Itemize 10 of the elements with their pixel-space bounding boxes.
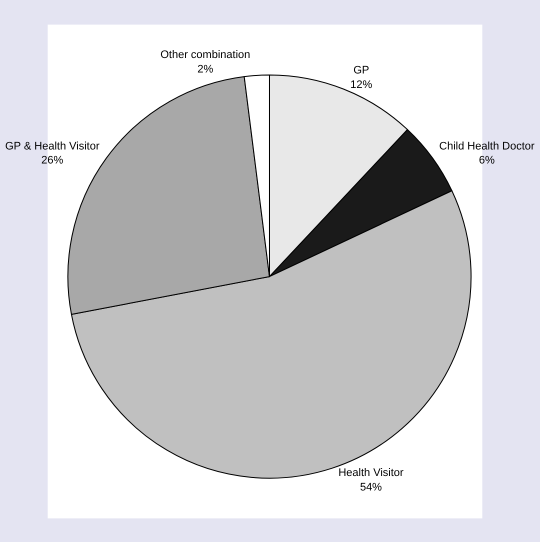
slice-label: GP [353, 64, 370, 77]
data-label: 12% [350, 78, 373, 91]
data-label: 26% [41, 154, 64, 167]
slice-label: Health Visitor [338, 467, 404, 480]
slice-label: Child Health Doctor [439, 140, 535, 152]
data-label: 54% [360, 481, 382, 494]
slice-label: GP & Health Visitor [5, 140, 100, 152]
slice-label: Other combination [160, 49, 250, 62]
data-label: 2% [197, 63, 214, 76]
data-label: 6% [478, 154, 496, 167]
